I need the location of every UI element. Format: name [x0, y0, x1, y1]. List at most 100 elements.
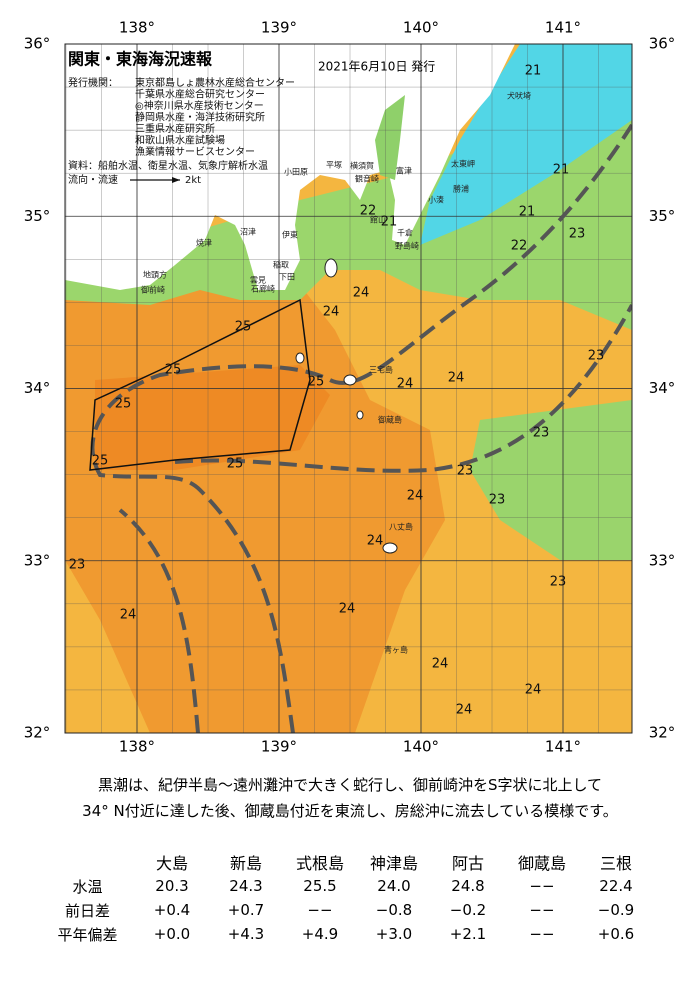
- place-label: 稲取: [273, 260, 289, 270]
- contour-label: 25: [235, 320, 252, 335]
- row-label: 水温: [72, 877, 103, 896]
- island: [356, 410, 364, 420]
- island: [382, 542, 398, 554]
- agency: 和歌山県水産試験場: [135, 134, 225, 147]
- y-tick-label: 34°: [649, 379, 676, 397]
- table-cell: −0.2: [449, 901, 487, 919]
- legend-arrowhead: [172, 177, 180, 183]
- contour-label: 21: [553, 163, 570, 178]
- y-tick-label: 35°: [649, 207, 676, 225]
- warm-eddy-outline: [89, 298, 311, 471]
- place-label: 小湊: [428, 195, 444, 205]
- place-label: 三宅島: [369, 365, 393, 375]
- place-label: 小田原: [284, 168, 308, 177]
- place-label: 平塚: [326, 161, 342, 170]
- place-label: 千倉: [397, 228, 413, 238]
- table-cell: 25.5: [303, 877, 337, 895]
- y-tick-label: 32°: [24, 724, 51, 742]
- place-label: 沼津: [240, 227, 256, 237]
- island: [343, 374, 357, 386]
- y-tick-label: 33°: [649, 551, 676, 569]
- x-tick-label: 139°: [261, 738, 297, 756]
- warm-core: [95, 365, 330, 470]
- place-label: 伊東: [282, 230, 298, 240]
- table-cell: 20.3: [155, 877, 189, 895]
- contour-label: 25: [308, 375, 325, 390]
- legend-label: 流向・流速: [68, 173, 118, 186]
- place-label: 犬吠埼: [507, 91, 531, 101]
- place-label: 館山: [370, 215, 386, 225]
- contour-label: 25: [115, 397, 132, 412]
- y-tick-label: 32°: [649, 724, 676, 742]
- data-source: 資料：船舶水温、衛星水温、気象庁解析水温: [68, 159, 268, 172]
- island: [324, 258, 338, 278]
- place-label: 勝浦: [453, 184, 469, 194]
- ticks: 138° 138° 139° 139° 140° 140° 141° 141° 32° 32° 33…: [24, 19, 676, 756]
- table-cell: +0.6: [597, 925, 635, 943]
- place-label: 地頭方: [143, 270, 167, 280]
- place-label: 横須賀: [350, 161, 374, 171]
- place-label: 富津: [396, 166, 412, 176]
- table-cell: −0.9: [597, 901, 635, 919]
- contour-label: 23: [533, 426, 550, 441]
- table-cell: −−: [307, 901, 333, 919]
- contour-label: 24: [367, 534, 384, 549]
- table-cell: +0.4: [153, 901, 191, 919]
- issue-date: 2021年6月10日 発行: [318, 60, 435, 74]
- table-row: 前日差 +0.4 +0.7 −− −0.8 −0.2 −− −0.9: [40, 898, 653, 922]
- agency: ◎神奈川県水産技術センター: [135, 99, 264, 112]
- column-header: 御蔵島: [517, 854, 566, 873]
- column-header: 阿古: [451, 854, 484, 873]
- summary-line: 黒潮は、紀伊半島～遠州灘沖で大きく蛇行し、御前崎沖をS字状に北上して: [97, 776, 603, 794]
- summary: 黒潮は、紀伊半島～遠州灘沖で大きく蛇行し、御前崎沖をS字状に北上して 34° N…: [0, 772, 700, 824]
- table-cell: +2.1: [449, 925, 487, 943]
- x-tick-label: 138°: [119, 738, 155, 756]
- y-tick-label: 34°: [24, 379, 51, 397]
- contour-label: 24: [407, 489, 424, 504]
- column-header: 神津島: [369, 854, 418, 873]
- column-header: 式根島: [295, 854, 344, 873]
- contour-label: 22: [511, 239, 528, 254]
- contour-label: 24: [353, 286, 370, 301]
- table-cell: 24.0: [377, 877, 411, 895]
- kuroshio-axis: [90, 123, 632, 733]
- y-tick-label: 36°: [24, 35, 51, 53]
- table-cell: −−: [529, 901, 555, 919]
- contour-label: 23: [569, 227, 586, 242]
- agency: 三重県水産研究所: [135, 122, 215, 135]
- contour-label: 23: [457, 464, 474, 479]
- contour-label: 25: [92, 454, 109, 469]
- table-cell: +4.3: [227, 925, 265, 943]
- place-label: 焼津: [196, 238, 212, 248]
- place-label: 観音崎: [355, 174, 379, 184]
- sea-surface: [65, 44, 632, 733]
- column-header: 三根: [599, 854, 632, 873]
- column-header: 大島: [155, 854, 188, 873]
- place-label: 雲見: [250, 276, 266, 285]
- row-header-corner: [40, 850, 135, 874]
- contour-label: 24: [456, 703, 473, 718]
- contour-label: 24: [323, 305, 340, 320]
- map: 138° 138° 139° 139° 140° 140° 141° 141° 32° 32° 33…: [24, 19, 676, 756]
- agency: 漁業情報サービスセンター: [135, 145, 255, 158]
- map-frame: [64, 43, 633, 734]
- contour-label: 22: [360, 204, 377, 219]
- y-tick-label: 33°: [24, 551, 51, 569]
- x-tick-label: 139°: [261, 19, 297, 37]
- contour-label: 23: [69, 558, 86, 573]
- contour-label: 23: [550, 575, 567, 590]
- place-label: 八丈島: [389, 522, 413, 532]
- x-tick-label: 138°: [119, 19, 155, 37]
- contour-label: 23: [588, 349, 605, 364]
- table-cell: −−: [529, 877, 555, 895]
- place-label: 野島崎: [395, 241, 419, 251]
- x-tick-label: 140°: [403, 19, 439, 37]
- place-label: 御前崎: [141, 285, 165, 295]
- contour-label: 21: [519, 205, 536, 220]
- table-header-row: 大島 新島 式根島 神津島 阿古 御蔵島 三根: [40, 850, 653, 874]
- contour-label: 24: [120, 608, 137, 623]
- contour-label: 24: [432, 657, 449, 672]
- contour-label: 24: [339, 602, 356, 617]
- labels: 21 21 21 21 22 22 23 24 25 24 25 25 24 24 23 25 23 25 25 23…: [69, 64, 605, 718]
